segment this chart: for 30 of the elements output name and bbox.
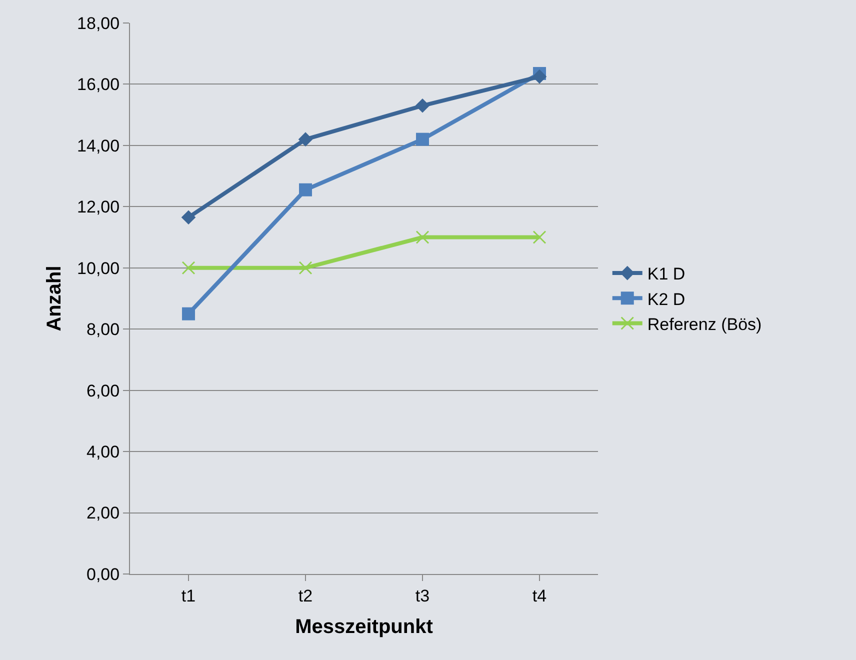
legend-label: Referenz (Bös) <box>647 314 762 334</box>
point <box>415 98 430 113</box>
point <box>532 69 547 84</box>
point <box>182 261 196 275</box>
point <box>298 132 313 146</box>
point <box>532 230 546 244</box>
y-tick-label: 4,00 <box>86 442 120 462</box>
x-tick-label: t4 <box>532 586 547 606</box>
y-tick-label: 14,00 <box>77 136 120 156</box>
x-tick-label: t2 <box>298 586 313 606</box>
y-tick-label: 18,00 <box>77 14 120 33</box>
legend-label: K2 D <box>647 290 686 309</box>
point <box>181 210 196 225</box>
point <box>182 307 195 320</box>
x-tick-label: t3 <box>415 586 430 606</box>
point <box>416 132 429 146</box>
y-tick-label: 16,00 <box>77 75 120 94</box>
y-tick-label: 0,00 <box>86 564 120 584</box>
legend-label: K1 D <box>647 264 686 284</box>
y-tick-label: 10,00 <box>77 258 120 278</box>
y-tick-label: 12,00 <box>77 198 120 217</box>
x-tick-label: t1 <box>181 586 196 606</box>
point <box>298 261 312 275</box>
y-tick-label: 6,00 <box>86 381 120 400</box>
point <box>299 183 312 196</box>
y-axis-title: Anzahl <box>44 266 66 332</box>
y-tick-label: 8,00 <box>86 320 120 340</box>
point <box>416 230 430 244</box>
y-tick-label: 2,00 <box>86 504 120 523</box>
x-axis-title: Messzeitpunkt <box>295 616 434 638</box>
